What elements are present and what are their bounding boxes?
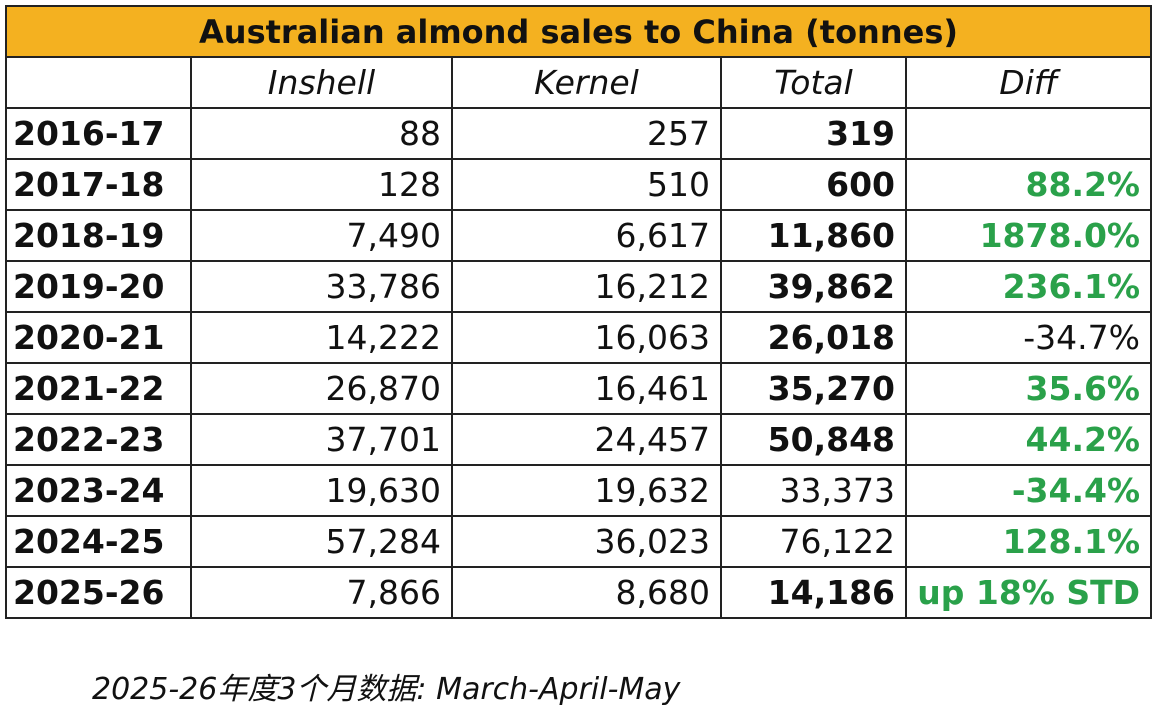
table-cell: -34.7%	[904, 311, 1153, 364]
table-cell: -34.4%	[904, 464, 1153, 517]
table-cell: 35.6%	[904, 362, 1153, 415]
table-cell: 33,373	[720, 464, 907, 517]
table-cell: 19,632	[451, 464, 722, 517]
table-cell: 319	[720, 107, 907, 160]
table-cell: 76,122	[720, 515, 907, 568]
header-cell: Inshell	[190, 56, 453, 109]
note: 2025-26年度3个月数据: March-April-May	[92, 672, 681, 707]
table-cell: 2025-26	[5, 566, 192, 619]
table-cell: 44.2%	[904, 413, 1153, 466]
table-cell: 24,457	[451, 413, 722, 466]
title-row: Australian almond sales to China (tonnes…	[4, 5, 1153, 58]
header-cell: Total	[720, 56, 907, 109]
header-row: Inshell Kernel Total Diff	[5, 56, 1153, 109]
table-cell: 11,860	[720, 209, 907, 262]
table-cell: 26,870	[190, 362, 453, 415]
table-cell: 2019-20	[5, 260, 192, 313]
table-cell: 7,490	[190, 209, 453, 262]
table-cell: 128.1%	[904, 515, 1153, 568]
header-cell: Kernel	[451, 56, 722, 109]
table-cell: 600	[720, 158, 907, 211]
table-row: 2019-20 33,786 16,212 39,862 236.1%	[5, 260, 1153, 313]
table-cell: 2016-17	[5, 107, 192, 160]
table-cell: 2022-23	[5, 413, 192, 466]
table-cell: 14,222	[190, 311, 453, 364]
table-cell: 16,212	[451, 260, 722, 313]
header-cell	[5, 56, 192, 109]
table-cell: 16,461	[451, 362, 722, 415]
table-cell: 35,270	[720, 362, 907, 415]
table-row: 2017-18 128 510 600 88.2%	[5, 158, 1153, 211]
table-cell: 19,630	[190, 464, 453, 517]
table-cell	[904, 107, 1153, 160]
table-row: 2021-22 26,870 16,461 35,270 35.6%	[5, 362, 1153, 415]
table-cell: 26,018	[720, 311, 907, 364]
table-cell: 2024-25	[5, 515, 192, 568]
table-row: 2024-25 57,284 36,023 76,122 128.1%	[5, 515, 1153, 568]
table-cell: up 18% STD	[904, 566, 1153, 619]
table-cell: 2021-22	[5, 362, 192, 415]
table-cell: 2017-18	[5, 158, 192, 211]
table-body: 2016-17 88 257 319 2017-18 128 510 600 88.2% 2018…	[5, 107, 1153, 619]
table-title: Australian almond sales to China (tonnes…	[4, 5, 1153, 58]
sales-table: Australian almond sales to China (tonnes…	[4, 5, 1153, 619]
table-cell: 39,862	[720, 260, 907, 313]
table-row: 2022-23 37,701 24,457 50,848 44.2%	[5, 413, 1153, 466]
table-cell: 36,023	[451, 515, 722, 568]
table-cell: 510	[451, 158, 722, 211]
table-cell: 88.2%	[904, 158, 1153, 211]
table-cell: 1878.0%	[904, 209, 1153, 262]
table-cell: 14,186	[720, 566, 907, 619]
table-cell: 257	[451, 107, 722, 160]
table-cell: 7,866	[190, 566, 453, 619]
table-cell: 88	[190, 107, 453, 160]
table-cell: 2020-21	[5, 311, 192, 364]
table-row: 2016-17 88 257 319	[5, 107, 1153, 160]
table-cell: 37,701	[190, 413, 453, 466]
table-row: 2025-26 7,866 8,680 14,186 up 18% STD	[5, 566, 1153, 619]
table-cell: 8,680	[451, 566, 722, 619]
table-row: 2023-24 19,630 19,632 33,373 -34.4%	[5, 464, 1153, 517]
table-cell: 50,848	[720, 413, 907, 466]
table-cell: 57,284	[190, 515, 453, 568]
header-cell: Diff	[904, 56, 1153, 109]
table-cell: 2023-24	[5, 464, 192, 517]
table-row: 2018-19 7,490 6,617 11,860 1878.0%	[5, 209, 1153, 262]
table-row: 2020-21 14,222 16,063 26,018 -34.7%	[5, 311, 1153, 364]
table-cell: 6,617	[451, 209, 722, 262]
table-cell: 128	[190, 158, 453, 211]
table-cell: 236.1%	[904, 260, 1153, 313]
table-cell: 2018-19	[5, 209, 192, 262]
table-cell: 16,063	[451, 311, 722, 364]
table-cell: 33,786	[190, 260, 453, 313]
